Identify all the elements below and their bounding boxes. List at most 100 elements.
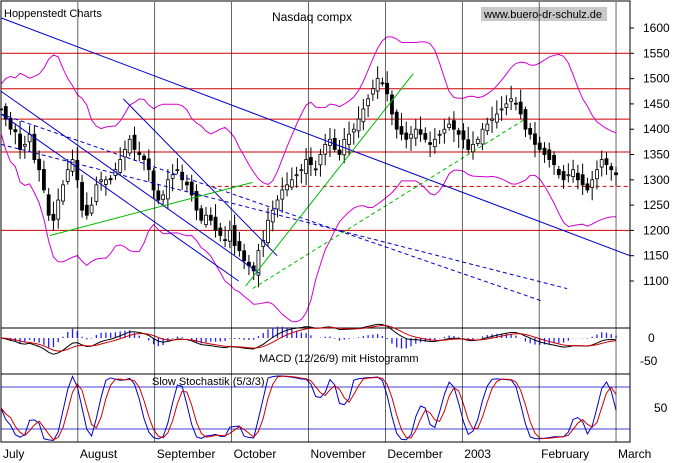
y-tick-label: 1150 xyxy=(643,249,669,263)
candle-body xyxy=(294,174,299,177)
dashed-trend-line xyxy=(252,118,526,290)
x-tick-label: August xyxy=(80,447,118,461)
x-tick-label: March xyxy=(618,447,651,461)
x-tick-label: February xyxy=(541,447,589,461)
candle-body xyxy=(509,98,514,102)
candle-body xyxy=(156,190,161,201)
y-tick-label: 1600 xyxy=(643,21,670,35)
candle-body xyxy=(361,108,366,123)
trend-line xyxy=(49,181,253,236)
candle-body xyxy=(542,147,547,155)
y-tick-label: 1200 xyxy=(643,223,670,237)
candle-body xyxy=(552,154,556,166)
candle-body xyxy=(366,98,371,107)
y-tick-label: 1500 xyxy=(643,72,670,86)
candle-body xyxy=(213,216,218,231)
candle-body xyxy=(94,184,99,202)
x-tick-label: December xyxy=(387,447,442,461)
candle-body xyxy=(480,128,485,145)
candle-body xyxy=(18,133,22,150)
candle-body xyxy=(452,120,456,130)
x-tick-label: July xyxy=(3,447,24,461)
candle-body xyxy=(523,109,528,130)
candle-body xyxy=(375,78,380,92)
y-tick-label: 1450 xyxy=(643,97,670,111)
plot-frame xyxy=(0,0,631,443)
trend-line xyxy=(245,73,414,287)
candle-body xyxy=(132,134,137,150)
x-tick-label: 2003 xyxy=(464,447,491,461)
candle-body xyxy=(609,166,614,171)
candle-body xyxy=(275,199,280,210)
candle-body xyxy=(413,128,418,139)
candle-body xyxy=(514,102,518,105)
candle-body xyxy=(103,179,108,185)
candle-body xyxy=(8,118,13,130)
y-tick-label: 1100 xyxy=(643,274,669,288)
candle-body xyxy=(22,143,27,147)
candle-body xyxy=(370,88,375,95)
y-tick-label: 1550 xyxy=(643,46,670,60)
candle-body xyxy=(185,181,189,186)
candle-body xyxy=(165,179,170,200)
dashed-trend-line xyxy=(0,143,568,290)
candle-body xyxy=(423,133,428,140)
candle-body xyxy=(590,179,595,188)
candle-body xyxy=(42,169,46,191)
candle-body xyxy=(3,106,8,120)
candle-body xyxy=(461,130,466,140)
candle-body xyxy=(151,170,156,191)
candle-body xyxy=(437,133,442,136)
y-tick-label: 1400 xyxy=(643,122,670,136)
stoch-y-label: 50 xyxy=(654,401,668,415)
y-tick-label: 1250 xyxy=(643,198,670,212)
x-tick-label: October xyxy=(234,447,277,461)
candle-body xyxy=(199,208,204,221)
y-tick-label: 1350 xyxy=(643,148,670,162)
website-label: www.buero-dr-schulz.de xyxy=(483,9,602,21)
macd-y-label: 0 xyxy=(648,331,655,345)
candle-body xyxy=(189,181,194,196)
candle-body xyxy=(227,229,232,242)
candle-body xyxy=(318,154,323,166)
candle-body xyxy=(356,118,361,132)
candle-body xyxy=(218,227,223,236)
candle-body xyxy=(208,214,213,221)
candle-body xyxy=(533,133,537,145)
candle-body xyxy=(75,159,80,181)
stochastic-layer xyxy=(0,375,630,441)
candle-body xyxy=(108,178,113,181)
trend-line xyxy=(0,113,239,282)
candle-body xyxy=(337,149,342,155)
candle-body xyxy=(418,129,423,135)
candle-body xyxy=(242,250,247,262)
chart-title: Nasdaq compx xyxy=(272,10,352,24)
website-badge xyxy=(481,7,607,21)
candle-body xyxy=(237,241,242,252)
candle-body xyxy=(595,169,599,180)
candle-body xyxy=(84,204,89,216)
macd-y-label: -50 xyxy=(640,354,658,368)
candle-body xyxy=(285,184,289,191)
candle-body xyxy=(99,179,104,182)
candle-body xyxy=(270,209,275,223)
candle-body xyxy=(232,225,237,246)
candle-body xyxy=(394,111,399,130)
candle-body xyxy=(266,219,270,244)
y-tick-label: 1300 xyxy=(643,173,670,187)
candle-body xyxy=(566,174,571,177)
candle-body xyxy=(299,169,304,172)
candle-body xyxy=(580,174,585,186)
candle-body xyxy=(556,168,561,176)
main-price-layer xyxy=(0,17,631,323)
trend-line xyxy=(122,98,278,257)
trend-line xyxy=(0,90,260,274)
candle-body xyxy=(380,82,385,85)
candle-body xyxy=(308,157,313,166)
candle-body xyxy=(56,199,61,220)
candle-body xyxy=(399,126,404,135)
candle-body xyxy=(428,142,432,145)
candle-body xyxy=(80,182,84,211)
candle-body xyxy=(61,184,65,202)
